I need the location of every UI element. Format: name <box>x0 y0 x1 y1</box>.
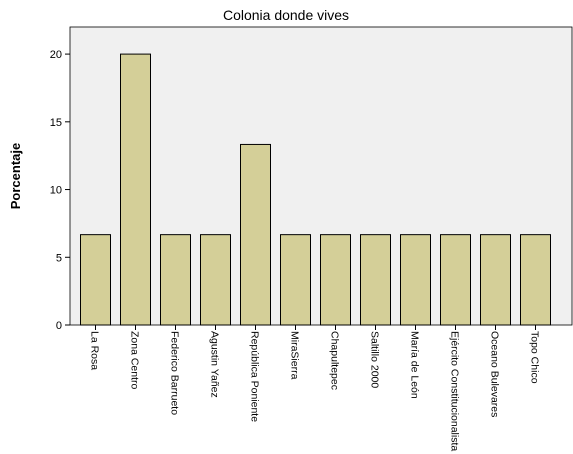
x-category-label: República Poniente <box>249 331 261 422</box>
x-category-label: Oceano Bulevares <box>489 331 501 417</box>
x-category-label: Agustin Yañez <box>209 331 221 398</box>
x-category-label: Topo Chico <box>529 331 541 384</box>
y-axis: 0 5 10 15 20 <box>50 49 70 332</box>
x-category-label: Federico Barrueto <box>169 331 181 415</box>
chart-title: Colonia donde vives <box>223 7 349 23</box>
bar <box>120 53 151 326</box>
bar <box>360 234 391 326</box>
bar <box>520 234 551 326</box>
bar <box>200 234 231 326</box>
x-category-label: Ejército Constitucionalista <box>449 331 461 451</box>
y-axis-label: Porcentaje <box>8 143 23 209</box>
x-category-label: Zona Centro <box>129 331 141 390</box>
bar <box>400 234 431 326</box>
y-tick-label: 5 <box>56 252 62 264</box>
bar <box>480 234 511 326</box>
bar <box>80 234 111 326</box>
x-category-label: La Rosa <box>89 331 101 370</box>
y-tick-label: 15 <box>50 117 62 129</box>
bar <box>160 234 191 326</box>
x-category-label: Chapultepec <box>329 331 341 390</box>
x-category-label: María de León <box>409 331 421 399</box>
bar <box>240 143 271 326</box>
bar <box>280 234 311 326</box>
x-category-label: Saltillo 2000 <box>369 331 381 388</box>
x-axis-labels: La Rosa Zona Centro Federico Barrueto Agust… <box>89 325 541 451</box>
x-category-label: MiraSierra <box>289 331 301 380</box>
bar <box>320 234 351 326</box>
bar <box>440 234 471 326</box>
y-tick-label: 0 <box>56 320 62 332</box>
y-tick-label: 20 <box>50 49 62 61</box>
bars <box>80 53 551 326</box>
y-tick-label: 10 <box>50 185 62 197</box>
